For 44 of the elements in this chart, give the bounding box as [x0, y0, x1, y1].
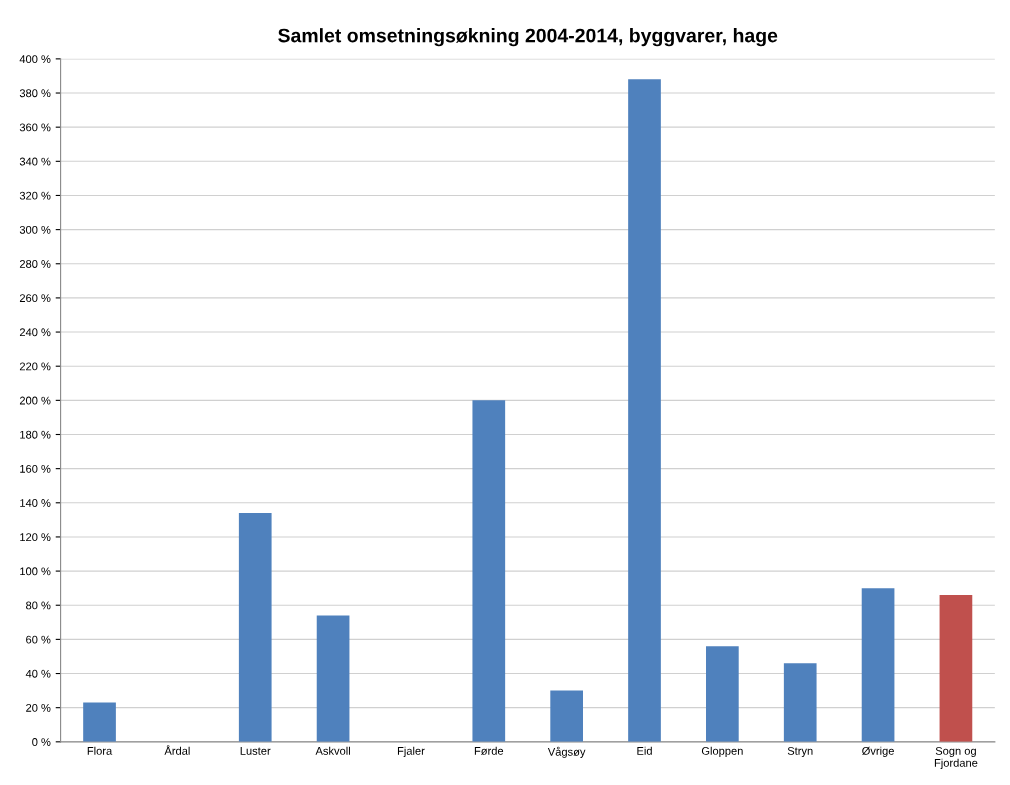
- bar: [783, 663, 817, 742]
- y-tick-label: 300 %: [19, 225, 51, 234]
- bar: [939, 594, 973, 742]
- bar: [472, 400, 506, 742]
- bar: [628, 79, 661, 742]
- y-tick-label: 200 %: [19, 396, 51, 405]
- y-tick-label: 120 %: [20, 533, 51, 542]
- bar: [316, 615, 350, 742]
- y-tick-label: 340 %: [19, 157, 51, 166]
- y-tick-label: 180 %: [20, 430, 51, 439]
- x-tick-label: Luster: [240, 747, 271, 755]
- y-tick-label: 220 %: [19, 362, 51, 371]
- x-tick-label: Flora: [87, 746, 113, 755]
- x-tick-label: Eid: [637, 746, 652, 755]
- x-tick-label: Stryn: [787, 746, 813, 758]
- y-tick-label: 0 %: [32, 738, 51, 746]
- x-tick-label: Øvrige: [862, 746, 894, 758]
- x-tick-label: Gloppen: [701, 746, 743, 758]
- y-tick-label: 160 %: [20, 464, 51, 473]
- bar: [238, 513, 272, 742]
- y-tick-label: 380 %: [19, 89, 51, 98]
- y-tick-label: 20 %: [26, 703, 51, 712]
- y-tick-label: 320 %: [19, 191, 51, 200]
- x-tick-label: Sogn og Fjordane: [934, 746, 978, 770]
- x-tick-label: Årdal: [164, 745, 190, 755]
- y-tick-label: 280 %: [19, 260, 51, 268]
- bar: [861, 588, 895, 742]
- y-tick-label: 60 %: [26, 635, 51, 644]
- y-tick-label: 260 %: [19, 294, 51, 303]
- x-tick-label: Førde: [474, 746, 504, 755]
- x-tick-label: Fjaler: [397, 746, 425, 758]
- y-tick-label: 80 %: [26, 601, 51, 610]
- y-tick-label: 100 %: [20, 567, 51, 576]
- x-tick-label: Vågsøy: [547, 746, 586, 758]
- y-tick-label: 40 %: [25, 669, 51, 678]
- bar: [706, 646, 739, 742]
- y-tick-label: 360 %: [19, 123, 51, 132]
- y-tick-label: 400 %: [19, 55, 51, 64]
- x-tick-label: Askvoll: [315, 746, 350, 755]
- bar: [550, 690, 583, 742]
- bar: [83, 702, 116, 742]
- chart-title: Samlet omsetningsøkning 2004-2014, byggvarer, hage: [278, 28, 778, 47]
- y-tick-label: 140 %: [20, 499, 51, 507]
- y-tick-label: 240 %: [19, 328, 51, 337]
